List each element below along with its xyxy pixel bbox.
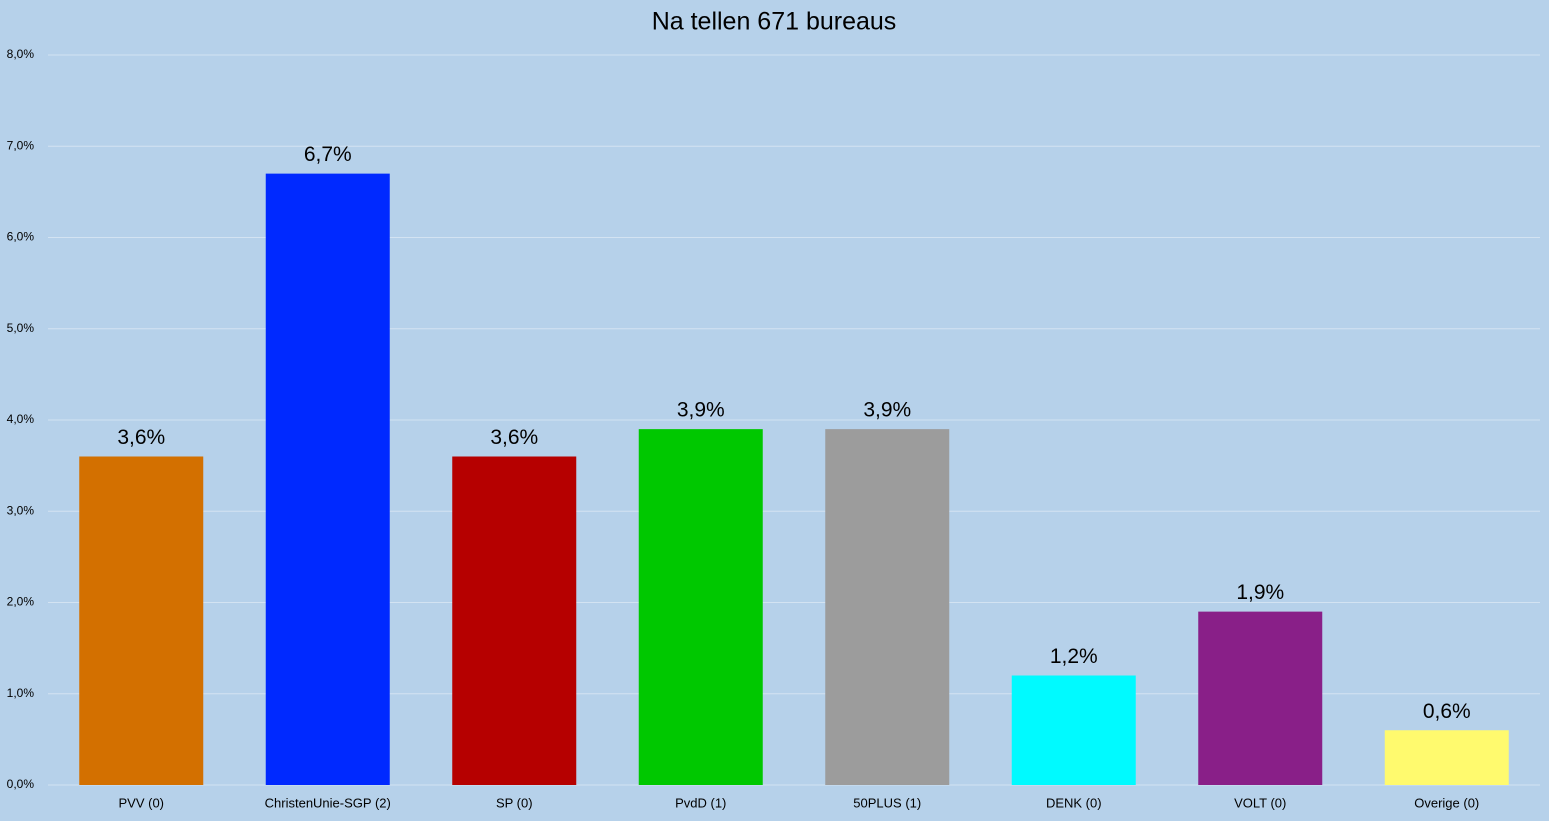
y-tick-label: 4,0% — [7, 412, 35, 426]
y-tick-label: 0,0% — [7, 777, 35, 791]
value-label: 3,6% — [117, 426, 165, 449]
x-tick-label: 50PLUS (1) — [853, 795, 921, 810]
value-label: 3,9% — [863, 399, 911, 422]
bar — [79, 456, 204, 785]
value-label: 3,6% — [490, 426, 538, 449]
value-label: 1,9% — [1236, 581, 1284, 604]
x-tick-label: PvdD (1) — [675, 795, 726, 810]
x-tick-label: Overige (0) — [1414, 795, 1479, 810]
y-tick-label: 5,0% — [7, 321, 35, 335]
bar — [638, 429, 763, 785]
bar — [1011, 675, 1136, 785]
bar — [265, 173, 390, 785]
value-label: 1,2% — [1050, 645, 1098, 668]
y-tick-label: 8,0% — [7, 47, 35, 61]
bar — [452, 456, 577, 785]
y-tick-label: 1,0% — [7, 686, 35, 700]
y-tick-label: 6,0% — [7, 230, 35, 244]
x-tick-label: ChristenUnie-SGP (2) — [265, 795, 391, 810]
y-tick-label: 7,0% — [7, 138, 35, 152]
y-tick-label: 3,0% — [7, 503, 35, 517]
y-tick-label: 2,0% — [7, 595, 35, 609]
x-tick-label: SP (0) — [496, 795, 533, 810]
value-label: 3,9% — [677, 399, 725, 422]
x-tick-label: VOLT (0) — [1234, 795, 1286, 810]
bar — [1198, 611, 1323, 785]
value-label: 6,7% — [304, 143, 352, 166]
chart-title: Na tellen 671 bureaus — [652, 8, 897, 36]
x-tick-label: PVV (0) — [118, 795, 164, 810]
bar — [825, 429, 950, 785]
bar — [1384, 730, 1509, 785]
value-label: 0,6% — [1423, 700, 1471, 723]
x-tick-label: DENK (0) — [1046, 795, 1102, 810]
